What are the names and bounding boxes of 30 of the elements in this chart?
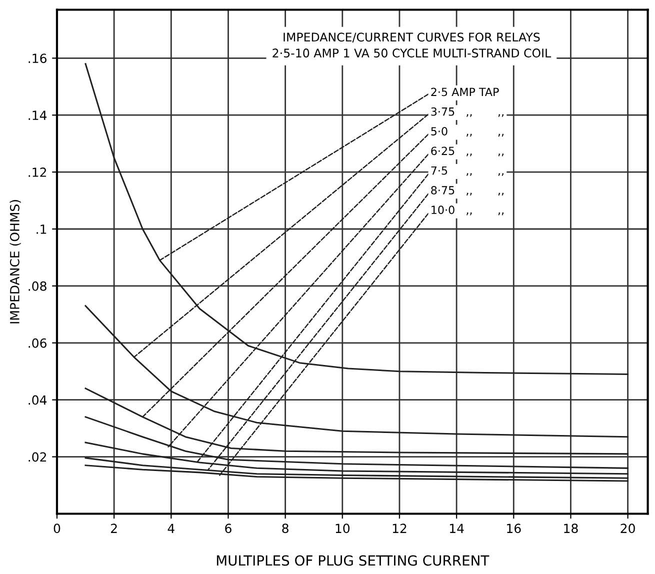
x-tick-label: 6: [225, 524, 232, 534]
annotation: 8·75 ,, ,,: [431, 186, 504, 196]
y-tick-label: .06: [28, 338, 46, 348]
x-tick-label: 8: [282, 524, 288, 534]
x-tick-label: 18: [564, 524, 578, 534]
y-axis-title: IMPEDANCE (OHMS): [10, 200, 21, 324]
y-tick-label: .04: [28, 395, 47, 405]
x-tick-label: 16: [507, 524, 521, 534]
y-tick-label: .1: [36, 224, 46, 234]
x-tick-label: 20: [620, 524, 635, 534]
annotation: 7·5 ,, ,,: [431, 166, 504, 176]
annotation: 3·75 ,, ,,: [431, 107, 504, 117]
x-tick-label: 0: [54, 524, 60, 534]
x-tick-label: 14: [450, 524, 464, 533]
x-tick-label: 10: [336, 524, 350, 534]
annotation: 6·25 ,, ,,: [431, 146, 504, 156]
annotation: 2·5 AMP TAP: [431, 88, 499, 96]
x-tick-label: 4: [168, 524, 174, 533]
y-tick-label: .08: [28, 281, 46, 291]
text: IMPEDANCE/CURRENT CURVES FOR RELAYS: [284, 32, 540, 43]
y-tick-label: .12: [28, 168, 46, 177]
annotation: 10·0 ,, ,,: [432, 206, 504, 216]
x-tick-label: 2: [111, 524, 117, 533]
y-tick-label: .02: [28, 452, 46, 462]
y-tick-label: .14: [28, 110, 47, 120]
y-tick-label: .16: [28, 54, 46, 64]
annotation: 5·0 ,, ,,: [431, 127, 504, 137]
x-axis-title: MULTIPLES OF PLUG SETTING CURRENT: [216, 555, 490, 566]
x-tick-label: 12: [392, 524, 406, 533]
text: 2·5-10 AMP 1 VA 50 CYCLE MULTI-STRAND COIL: [272, 48, 552, 58]
